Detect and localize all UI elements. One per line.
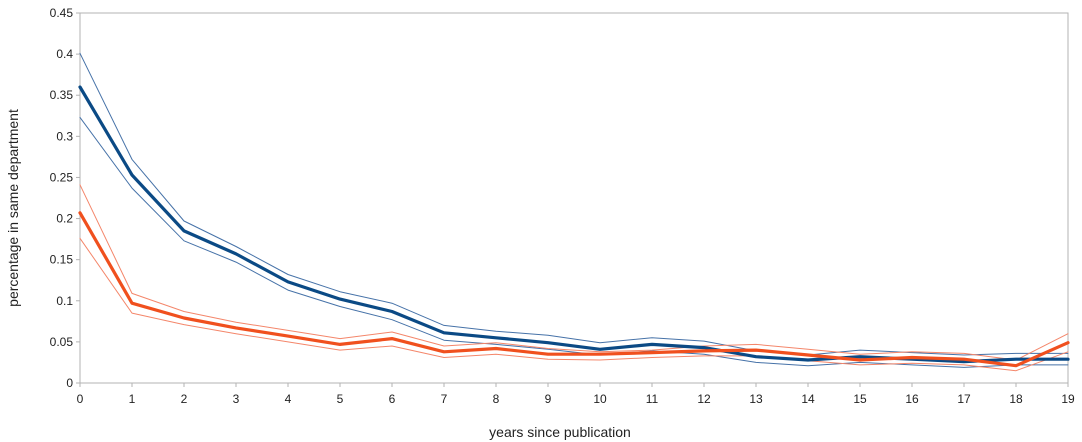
x-tick-label: 12: [697, 392, 711, 406]
x-tick-label: 13: [749, 392, 763, 406]
x-tick-label: 17: [957, 392, 971, 406]
x-tick-label: 10: [593, 392, 607, 406]
plot-area: [79, 12, 1069, 384]
x-tick-label: 1: [129, 392, 136, 406]
y-tick-label: 0.15: [50, 253, 74, 267]
x-tick-label: 11: [646, 392, 659, 406]
series-line-3: [78, 211, 1070, 368]
x-tick-label: 9: [545, 392, 552, 406]
x-tick-label: 15: [853, 392, 867, 406]
x-tick-labels: 0 1 2 3 4 5 6 7 8 9 10 11 12 13 14 15 16 17 18 19: [77, 392, 1075, 406]
x-tick-label: 6: [389, 392, 396, 406]
x-tick-label: 2: [181, 392, 188, 406]
series-lines: [78, 52, 1070, 372]
series-line-4: [79, 184, 1069, 361]
x-tick-label: 0: [77, 392, 84, 406]
y-tick-label: 0: [66, 376, 73, 390]
x-tick-label: 4: [285, 392, 292, 406]
y-tick-label: 0.05: [50, 335, 74, 349]
y-tick-label: 0.35: [50, 88, 74, 102]
x-tick-label: 7: [441, 392, 448, 406]
x-tick-label: 8: [493, 392, 500, 406]
y-axis-label: percentage in same department: [5, 109, 21, 307]
series-line-2: [79, 116, 1069, 368]
x-tick-label: 16: [905, 392, 919, 406]
y-tick-label: 0.1: [56, 294, 73, 308]
y-tick-label: 0.3: [56, 129, 73, 143]
y-tick-label: 0.45: [50, 6, 74, 20]
y-tick-label: 0.4: [56, 47, 73, 61]
x-tick-label: 3: [233, 392, 240, 406]
x-axis-label: years since publication: [489, 424, 631, 440]
x-tick-label: 14: [801, 392, 815, 406]
x-tick-label: 19: [1061, 392, 1075, 406]
tick-marks: [76, 12, 1069, 387]
x-tick-label: 5: [337, 392, 344, 406]
y-tick-label: 0.2: [56, 212, 73, 226]
y-tick-label: 0.25: [50, 170, 74, 184]
y-tick-labels: 0 0.05 0.1 0.15 0.2 0.25 0.3 0.35 0.4 0.45: [50, 6, 74, 390]
x-tick-label: 18: [1009, 392, 1023, 406]
series-line-5: [79, 237, 1069, 372]
